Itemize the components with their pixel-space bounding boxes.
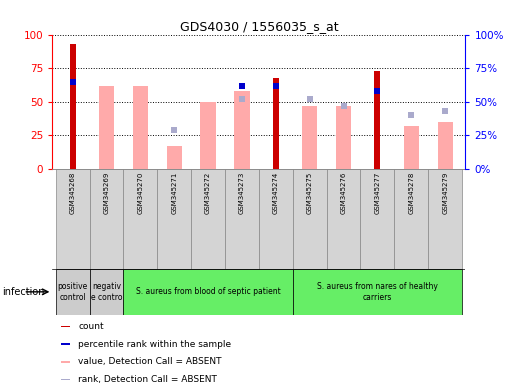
Point xyxy=(407,112,415,118)
Bar xyxy=(234,91,249,169)
Text: GSM345269: GSM345269 xyxy=(104,172,109,214)
Bar xyxy=(61,343,70,345)
Text: GSM345276: GSM345276 xyxy=(340,172,347,214)
Text: GSM345279: GSM345279 xyxy=(442,172,448,214)
Bar xyxy=(61,361,70,363)
Text: rank, Detection Call = ABSENT: rank, Detection Call = ABSENT xyxy=(78,375,217,384)
Bar xyxy=(133,86,148,169)
Bar xyxy=(157,169,191,269)
Text: infection: infection xyxy=(3,287,45,297)
Text: GSM345275: GSM345275 xyxy=(306,172,313,214)
Bar xyxy=(61,326,70,328)
Point xyxy=(170,127,178,133)
Bar xyxy=(302,106,317,169)
Bar xyxy=(55,169,89,269)
Text: percentile rank within the sample: percentile rank within the sample xyxy=(78,340,231,349)
Text: positive
control: positive control xyxy=(58,282,88,301)
Bar xyxy=(293,269,462,315)
Bar xyxy=(55,269,89,315)
Text: GSM345277: GSM345277 xyxy=(374,172,380,214)
Text: negativ
e contro: negativ e contro xyxy=(90,282,122,301)
Point xyxy=(238,83,246,89)
Point xyxy=(339,103,348,109)
Point xyxy=(271,83,280,89)
Point xyxy=(441,108,449,114)
Bar xyxy=(167,146,182,169)
Bar xyxy=(327,169,360,269)
Text: GSM345274: GSM345274 xyxy=(273,172,279,214)
Bar xyxy=(438,122,453,169)
Bar xyxy=(89,169,123,269)
Bar xyxy=(123,169,157,269)
Bar xyxy=(99,86,114,169)
Text: S. aureus from blood of septic patient: S. aureus from blood of septic patient xyxy=(135,287,280,296)
Bar xyxy=(200,102,215,169)
Bar xyxy=(360,169,394,269)
Text: GSM345278: GSM345278 xyxy=(408,172,414,214)
Bar xyxy=(61,379,70,380)
Point xyxy=(238,96,246,102)
Text: S. aureus from nares of healthy
carriers: S. aureus from nares of healthy carriers xyxy=(317,282,438,301)
Bar xyxy=(273,78,279,169)
Text: GSM345271: GSM345271 xyxy=(171,172,177,214)
Bar xyxy=(336,106,351,169)
Text: GSM345270: GSM345270 xyxy=(138,172,143,214)
Bar xyxy=(293,169,327,269)
Text: GSM345268: GSM345268 xyxy=(70,172,76,214)
Bar xyxy=(428,169,462,269)
Bar xyxy=(123,269,293,315)
Bar xyxy=(374,71,380,169)
Bar xyxy=(225,169,259,269)
Bar xyxy=(404,126,419,169)
Text: count: count xyxy=(78,322,104,331)
Bar xyxy=(259,169,293,269)
Point xyxy=(305,96,314,102)
Bar xyxy=(89,269,123,315)
Text: value, Detection Call = ABSENT: value, Detection Call = ABSENT xyxy=(78,358,222,366)
Title: GDS4030 / 1556035_s_at: GDS4030 / 1556035_s_at xyxy=(179,20,338,33)
Bar xyxy=(394,169,428,269)
Point xyxy=(69,79,77,85)
Text: GSM345272: GSM345272 xyxy=(205,172,211,214)
Bar xyxy=(191,169,225,269)
Text: GSM345273: GSM345273 xyxy=(239,172,245,214)
Point xyxy=(373,88,382,94)
Bar xyxy=(70,44,76,169)
